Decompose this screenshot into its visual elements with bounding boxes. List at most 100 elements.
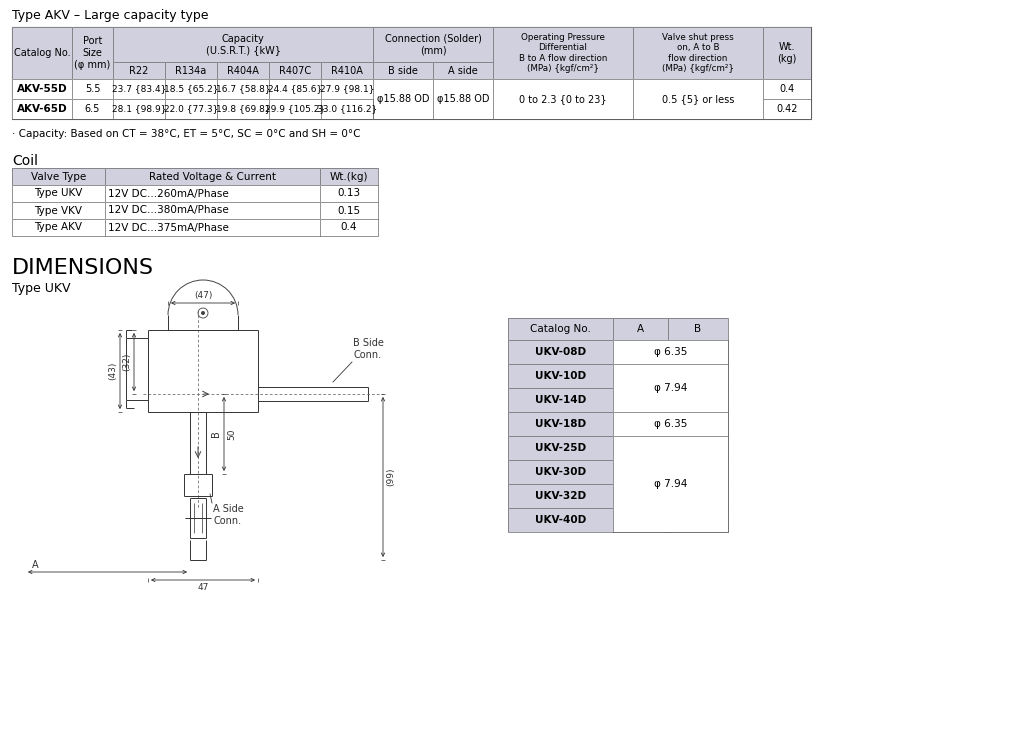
Bar (113, 62, 165, 79)
Bar (668, 460, 728, 484)
Bar (71, 79, 113, 99)
Bar (12, 79, 71, 99)
Text: 0.4: 0.4 (779, 84, 795, 94)
Text: R404A: R404A (227, 66, 259, 75)
Bar (217, 62, 269, 79)
Bar (613, 318, 668, 340)
Bar (12, 168, 105, 185)
Text: 28.1 {98.9}: 28.1 {98.9} (112, 104, 166, 113)
Bar (320, 202, 378, 219)
Bar (493, 27, 633, 79)
Bar (508, 318, 613, 340)
Text: 0.5 {5} or less: 0.5 {5} or less (662, 94, 735, 104)
Bar (613, 436, 668, 460)
Text: 0.4: 0.4 (341, 223, 357, 232)
Text: 0.42: 0.42 (776, 104, 798, 114)
Text: Rated Voltage & Current: Rated Voltage & Current (149, 171, 276, 182)
Text: B: B (211, 431, 221, 437)
Bar (113, 99, 165, 119)
Bar (105, 219, 320, 236)
Bar (668, 412, 728, 436)
Bar (508, 388, 613, 412)
Bar (217, 79, 269, 99)
Text: 5.5: 5.5 (85, 84, 100, 94)
Bar (373, 62, 433, 79)
Bar (113, 27, 373, 62)
Text: Type AKV – Large capacity type: Type AKV – Large capacity type (12, 9, 208, 22)
Bar (613, 340, 668, 364)
Text: Wt.
(kg): Wt. (kg) (777, 42, 797, 64)
Bar (508, 460, 613, 484)
Bar (613, 340, 668, 364)
Text: φ15.88 OD: φ15.88 OD (437, 94, 489, 104)
Bar (613, 484, 668, 508)
Bar (269, 99, 321, 119)
Bar (12, 27, 71, 79)
Bar (613, 508, 668, 532)
Text: UKV-14D: UKV-14D (535, 395, 586, 405)
Bar (321, 99, 373, 119)
Bar (668, 460, 728, 484)
Text: B: B (694, 324, 701, 334)
Bar (613, 340, 728, 364)
Text: Operating Pressure
Differential
B to A flow direction
(MPa) {kgf/cm²}: Operating Pressure Differential B to A f… (519, 33, 607, 73)
Text: R22: R22 (130, 66, 149, 75)
Bar (12, 185, 105, 202)
Bar (613, 436, 668, 460)
Bar (508, 340, 613, 364)
Text: UKV-30D: UKV-30D (535, 467, 586, 477)
Bar (217, 79, 269, 99)
Bar (613, 388, 668, 412)
Bar (12, 99, 71, 119)
Bar (165, 79, 217, 99)
Bar (71, 99, 113, 119)
Text: A: A (637, 324, 644, 334)
Bar (762, 27, 811, 79)
Text: UKV-32D: UKV-32D (535, 491, 586, 501)
Bar (613, 364, 668, 388)
Text: 0.13: 0.13 (338, 188, 361, 198)
Bar (105, 202, 320, 219)
Text: Catalog No.: Catalog No. (530, 324, 591, 334)
Bar (105, 185, 320, 202)
Text: · Capacity: Based on CT = 38°C, ET = 5°C, SC = 0°C and SH = 0°C: · Capacity: Based on CT = 38°C, ET = 5°C… (12, 129, 361, 139)
Bar (373, 27, 493, 62)
Bar (320, 219, 378, 236)
Bar (12, 219, 105, 236)
Bar (12, 27, 71, 79)
Bar (105, 168, 320, 185)
Bar (433, 62, 493, 79)
Text: AKV-55D: AKV-55D (17, 84, 67, 94)
Text: φ15.88 OD: φ15.88 OD (377, 94, 429, 104)
Bar (71, 27, 113, 79)
Text: φ 6.35: φ 6.35 (654, 419, 687, 429)
Bar (217, 99, 269, 119)
Bar (165, 99, 217, 119)
Text: A Side
Conn.: A Side Conn. (213, 504, 243, 526)
Text: Type AKV: Type AKV (34, 223, 83, 232)
Bar (668, 318, 728, 340)
Bar (613, 460, 668, 484)
Text: Coil: Coil (12, 154, 38, 168)
Bar (668, 388, 728, 412)
Bar (668, 484, 728, 508)
Bar (668, 484, 728, 508)
Bar (613, 412, 728, 436)
Bar (668, 508, 728, 532)
Text: 6.5: 6.5 (85, 104, 100, 114)
Bar (321, 62, 373, 79)
Bar (613, 436, 728, 532)
Bar (433, 79, 493, 119)
Text: 0.15: 0.15 (338, 206, 361, 215)
Bar (217, 99, 269, 119)
Text: R134a: R134a (175, 66, 206, 75)
Bar (633, 27, 762, 79)
Bar (493, 79, 633, 119)
Bar (668, 412, 728, 436)
Text: B side: B side (388, 66, 418, 75)
Bar (12, 202, 105, 219)
Bar (668, 340, 728, 364)
Bar (105, 168, 320, 185)
Bar (668, 364, 728, 388)
Bar (613, 364, 728, 412)
